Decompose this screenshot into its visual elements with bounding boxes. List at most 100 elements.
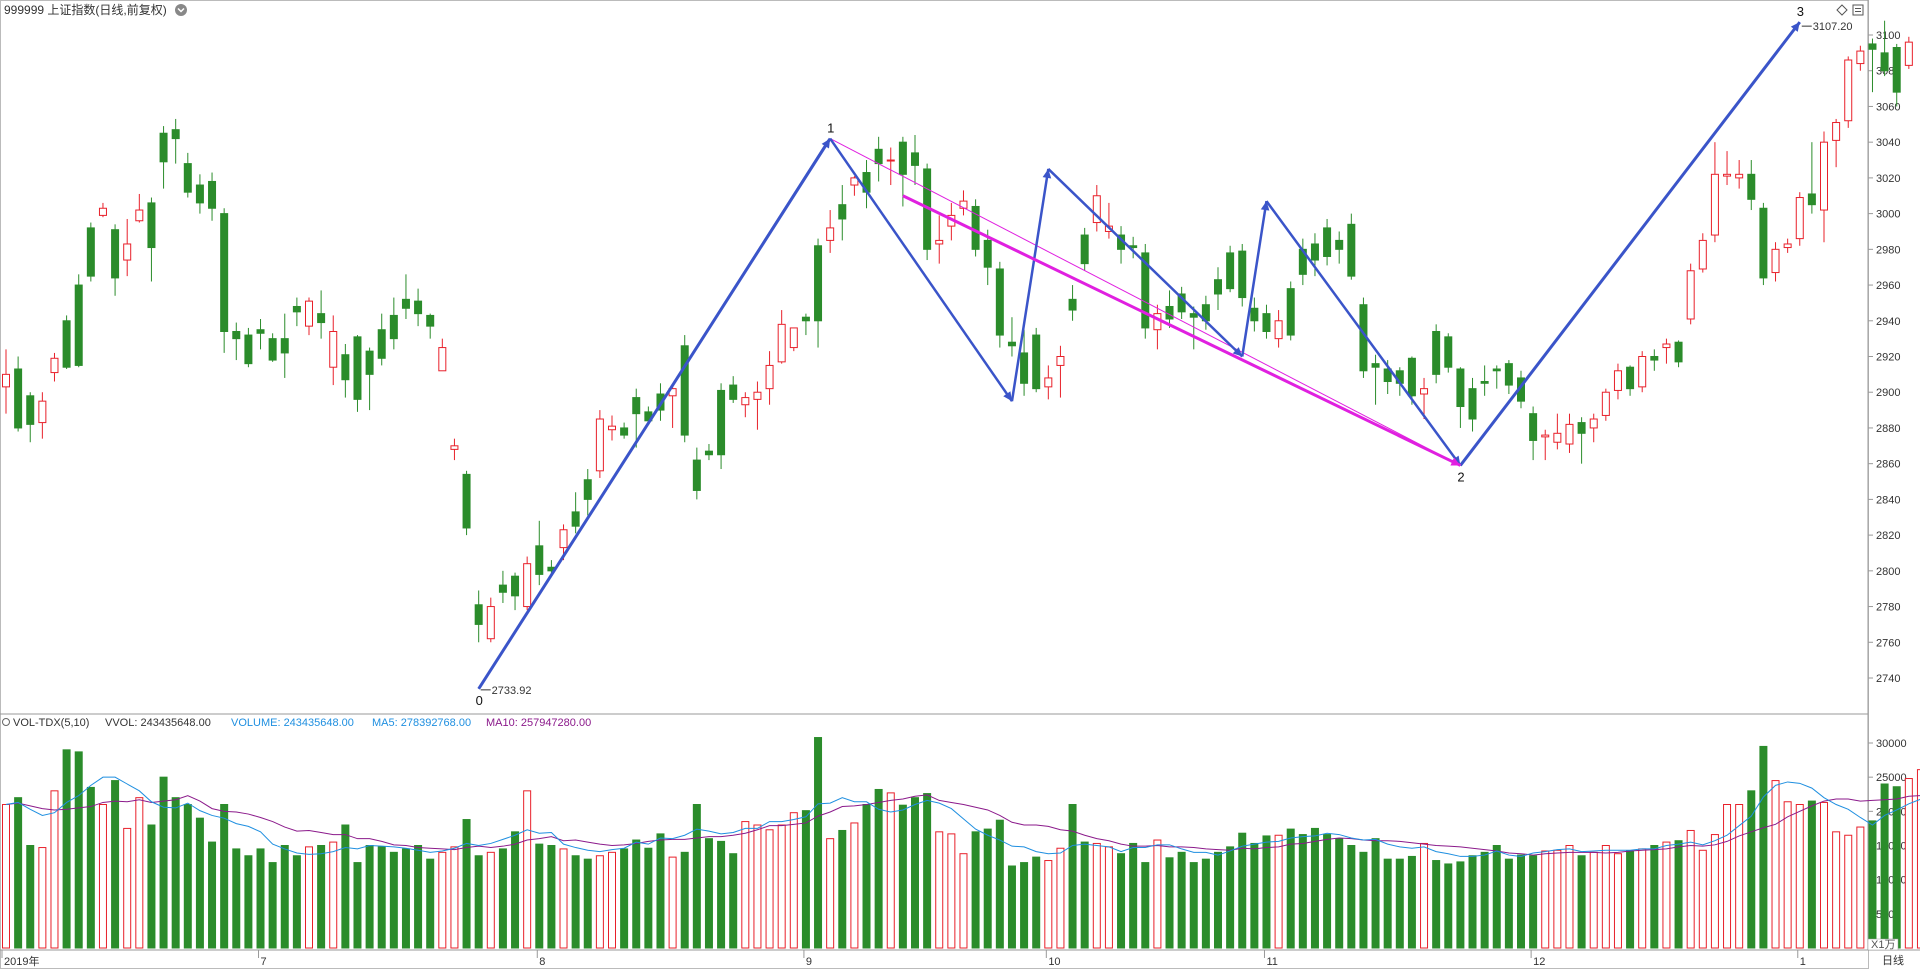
- wave-label-0: 0: [476, 693, 483, 708]
- candle: [208, 172, 217, 221]
- volume-bar: [1020, 862, 1029, 949]
- candle: [1238, 243, 1247, 307]
- volume-bar: [959, 853, 968, 949]
- candle: [511, 572, 520, 611]
- volume-bar: [983, 828, 992, 949]
- x-axis: 2019年 7 8 9 10 11 12 1: [1, 950, 1806, 968]
- period-label[interactable]: 日线: [1882, 953, 1904, 967]
- volume-bar: [1068, 804, 1077, 949]
- volume-bar: [1371, 838, 1380, 949]
- candle: [1795, 192, 1804, 246]
- candle: [1117, 226, 1126, 264]
- volume-bar: [1286, 828, 1295, 949]
- volume-bar: [838, 829, 847, 949]
- volume-bar: [862, 804, 871, 949]
- volume-bar: [1686, 829, 1695, 949]
- candle: [741, 392, 750, 418]
- volume-bar: [208, 841, 217, 949]
- volume-bar: [38, 847, 47, 949]
- volume-bar: [1820, 801, 1828, 949]
- trend-arrow-head: [1450, 457, 1461, 466]
- volume-bar: [1177, 851, 1186, 949]
- volume-bar: [874, 788, 883, 949]
- volume-bar: [583, 858, 592, 949]
- volume-bar: [74, 751, 83, 949]
- volume-bar: [741, 821, 750, 949]
- candle: [983, 229, 992, 286]
- candle: [50, 352, 59, 382]
- volume-bar: [814, 737, 823, 949]
- candle: [414, 288, 423, 327]
- candle: [571, 492, 580, 534]
- volume-bar: [1517, 854, 1525, 949]
- candle: [729, 376, 738, 403]
- candle: [1444, 333, 1453, 373]
- volume-bar: [256, 848, 265, 949]
- candle: [765, 351, 774, 405]
- candle: [1214, 267, 1222, 311]
- volume-bar: [559, 848, 568, 949]
- volume-bar: [1347, 845, 1356, 949]
- candle: [1407, 356, 1416, 405]
- volume-bar: [1565, 845, 1574, 949]
- candle: [401, 274, 410, 319]
- candle: [1480, 365, 1489, 396]
- volume-bar: [704, 838, 713, 949]
- candle: [1274, 310, 1283, 348]
- chevron-down-icon[interactable]: [175, 4, 187, 16]
- ma5-label: MA5: 278392768.00: [372, 717, 471, 729]
- candle: [280, 313, 289, 378]
- candle: [462, 470, 471, 536]
- menu-icon[interactable]: [1852, 4, 1864, 16]
- candle: [14, 356, 23, 432]
- candle: [777, 310, 786, 364]
- subwave-thin-3: [1241, 201, 1267, 357]
- volume-bar: [1626, 850, 1635, 949]
- candle: [1104, 202, 1113, 239]
- candle: [220, 208, 229, 353]
- candle: [438, 338, 447, 372]
- volume-ma-lines: [5, 776, 1920, 857]
- volume-bar: [1541, 850, 1550, 949]
- volume-bar: [2, 804, 10, 949]
- volume-bar: [414, 845, 423, 949]
- candle: [389, 297, 398, 350]
- candle: [1044, 365, 1053, 400]
- candle: [1286, 281, 1295, 341]
- price-extreme-label: 3107.20: [1813, 21, 1853, 33]
- candle: [1553, 413, 1562, 450]
- x-tick-label: 8: [539, 956, 545, 968]
- candle: [923, 163, 932, 261]
- volume-bar: [1674, 840, 1683, 949]
- volume-bar: [765, 829, 774, 949]
- volume-bar: [1577, 855, 1586, 949]
- price-tick-label: 2800: [1876, 566, 1900, 578]
- candle: [329, 315, 338, 386]
- volume-bar: [1129, 842, 1138, 949]
- candle: [1601, 388, 1610, 421]
- volume-bar: [1601, 845, 1610, 949]
- candle: [971, 199, 980, 257]
- candle: [98, 202, 107, 218]
- diamond-icon[interactable]: [1836, 4, 1848, 16]
- candle: [159, 126, 168, 189]
- volume-bar: [171, 797, 180, 949]
- volume-bar: [341, 824, 350, 949]
- candle: [862, 160, 871, 209]
- volume-tick-label: 25000: [1876, 772, 1907, 784]
- volume-bar: [1747, 790, 1756, 949]
- candle: [317, 290, 326, 339]
- vol-ma5-line: [5, 776, 1920, 857]
- candle: [1468, 377, 1477, 432]
- candle: [1820, 131, 1828, 243]
- wave-2-3-thin: [1460, 21, 1801, 466]
- candle: [1007, 317, 1016, 357]
- volume-bar: [1226, 846, 1235, 949]
- candle: [1844, 56, 1853, 128]
- candle: [1226, 245, 1235, 293]
- candle: [1832, 118, 1841, 168]
- volume-bar: [232, 848, 241, 949]
- candle: [620, 422, 629, 439]
- volume-bar: [1807, 800, 1816, 949]
- volume-bar: [1492, 845, 1501, 949]
